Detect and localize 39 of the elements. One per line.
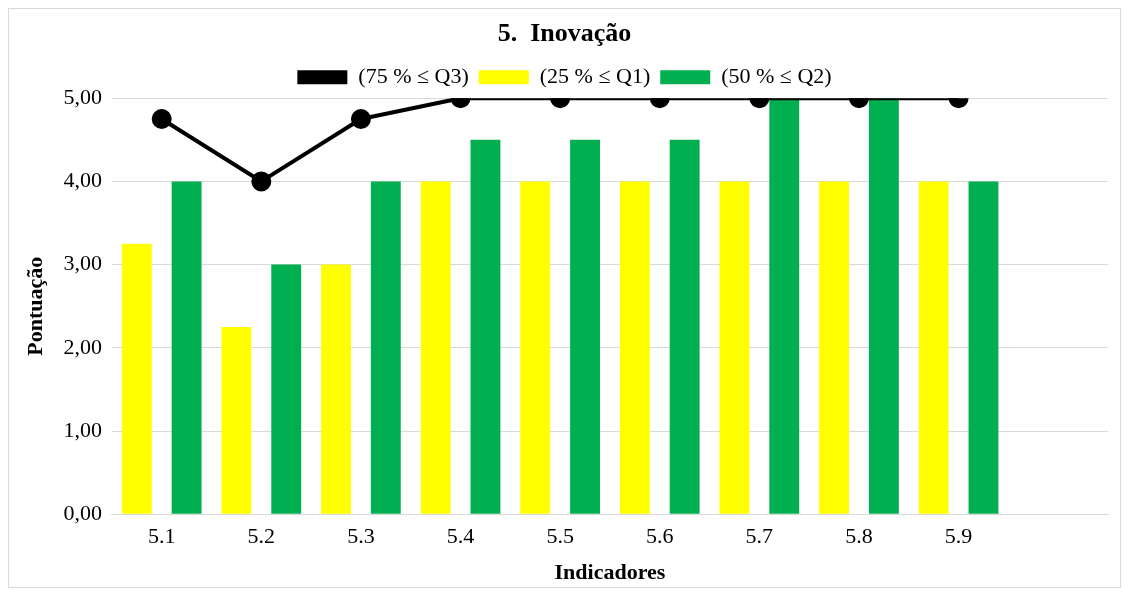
x-tick-label: 5.8	[845, 523, 873, 549]
bar	[420, 181, 451, 514]
x-tick-label: 5.1	[147, 523, 176, 549]
bar	[669, 139, 700, 514]
y-tick-label: 0,00	[63, 499, 102, 525]
y-tick-label: 5,00	[63, 83, 102, 109]
bar	[570, 139, 600, 514]
bar	[868, 98, 899, 514]
y-axis-title: Pontuação	[21, 256, 47, 356]
legend-label: (50 % ≤ Q2)	[721, 62, 832, 88]
legend-label: (75 % ≤ Q3)	[358, 62, 469, 88]
bar	[719, 181, 750, 514]
y-tick-label: 2,00	[63, 333, 102, 359]
x-tick-label: 5.6	[646, 523, 674, 549]
bar	[819, 181, 850, 514]
bar	[470, 139, 501, 514]
y-tick-label: 3,00	[63, 250, 102, 276]
y-tick-label: 4,00	[63, 167, 102, 193]
bar	[370, 181, 401, 514]
bar	[271, 264, 302, 514]
x-tick-label: 5.3	[347, 523, 375, 549]
legend-label: (25 % ≤ Q1)	[539, 62, 651, 88]
x-tick-label: 5.5	[546, 523, 574, 549]
bar	[918, 181, 949, 514]
chart-title: 5. Inovação	[497, 18, 632, 48]
x-axis-title: Indicadores	[554, 559, 666, 585]
x-tick-label: 5.9	[944, 523, 973, 549]
bar	[121, 243, 152, 514]
y-tick-label: 1,00	[63, 416, 102, 442]
bar	[520, 181, 551, 514]
bar	[321, 264, 351, 514]
bar	[221, 327, 252, 514]
bar	[769, 98, 800, 514]
bar	[968, 181, 999, 514]
bar	[619, 181, 650, 514]
bar	[171, 181, 202, 514]
x-tick-label: 5.7	[745, 523, 774, 549]
x-tick-label: 5.2	[247, 523, 276, 549]
x-tick-label: 5.4	[446, 523, 475, 549]
